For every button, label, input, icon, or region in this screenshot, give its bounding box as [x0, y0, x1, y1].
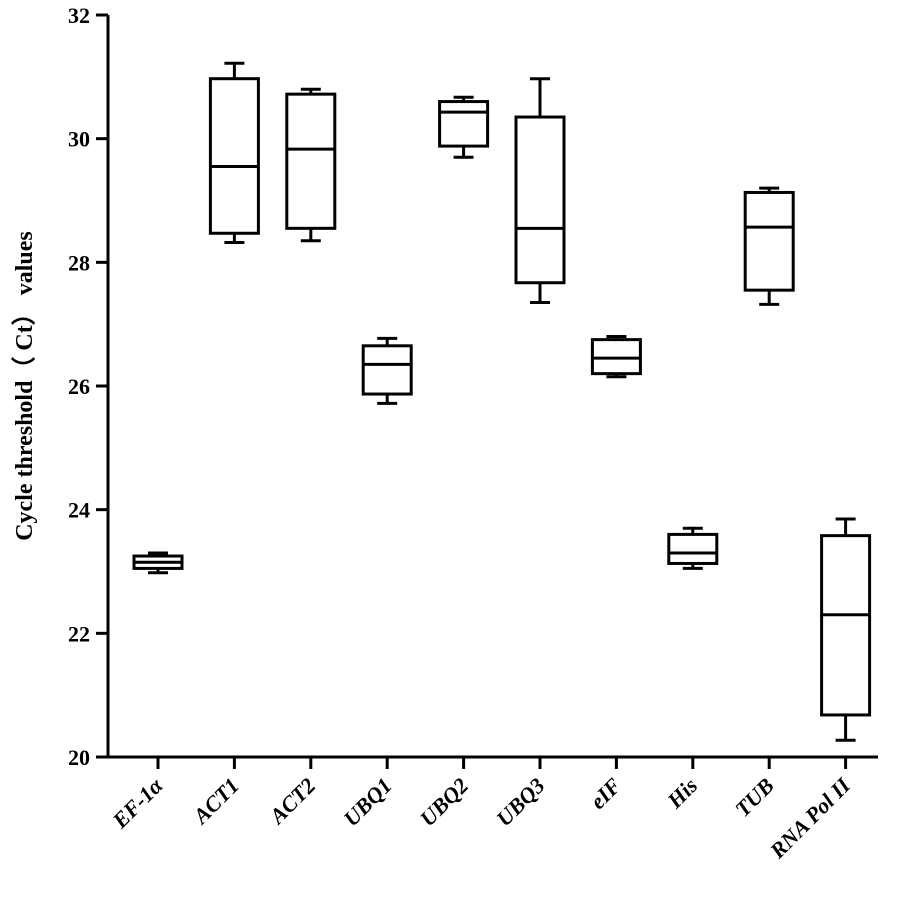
- x-tick-label: ACT1: [187, 773, 244, 830]
- iqr-box: [285, 92, 337, 230]
- y-axis-ticks: 20 22 24 26 28 30 32: [68, 3, 108, 770]
- y-tick-label: 26: [68, 374, 90, 399]
- box-his: [667, 526, 719, 570]
- y-tick-label: 32: [68, 3, 90, 28]
- y-tick-label: 30: [68, 127, 90, 152]
- iqr-box: [438, 100, 490, 148]
- iqr-box: [743, 190, 795, 292]
- box-tub: [743, 186, 795, 306]
- iqr-box: [820, 534, 872, 717]
- x-tick-label: UBQ2: [415, 773, 473, 831]
- box-rna-pol-ii: [820, 517, 872, 742]
- y-tick-label: 24: [68, 498, 90, 523]
- x-tick-label: RNA Pol II: [764, 772, 856, 864]
- box-ef-1-: [132, 551, 184, 575]
- y-tick-label: 28: [68, 250, 90, 275]
- y-axis-title: Cycle threshold（ Ct） values: [11, 231, 38, 541]
- y-tick-label: 22: [68, 621, 90, 646]
- iqr-box: [667, 532, 719, 565]
- iqr-box: [361, 344, 413, 396]
- iqr-box: [514, 115, 566, 285]
- x-tick-label: His: [661, 773, 702, 814]
- x-tick-label: UBQ1: [338, 773, 396, 831]
- iqr-box: [590, 338, 642, 376]
- iqr-box: [208, 77, 260, 235]
- box-ubq2: [438, 95, 490, 159]
- x-tick-label: ACT2: [263, 773, 320, 830]
- x-tick-label: EF-1α: [107, 772, 168, 833]
- x-tick-label: UBQ3: [491, 773, 549, 831]
- box-act1: [208, 61, 260, 245]
- x-tick-label: eIF: [585, 773, 626, 814]
- box-ubq1: [361, 336, 413, 405]
- y-tick-label: 20: [68, 745, 90, 770]
- box-eif: [590, 335, 642, 379]
- box-act2: [285, 87, 337, 243]
- box-ubq3: [514, 77, 566, 305]
- boxes: [132, 61, 872, 742]
- x-tick-label: TUB: [730, 773, 779, 822]
